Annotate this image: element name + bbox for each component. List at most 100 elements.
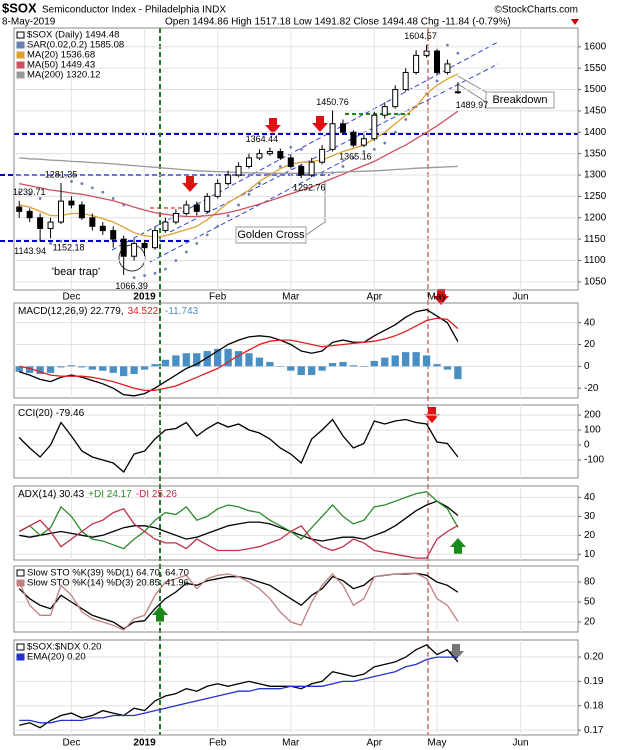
x-tick-label: Dec [63, 292, 81, 303]
up-arrow [450, 538, 466, 554]
y-tick-label: 0 [584, 361, 590, 372]
price-label: 1292.76 [293, 182, 326, 192]
panel-frame [13, 565, 579, 633]
y-tick-label: 200 [584, 410, 601, 421]
x-tick-label: Mar [282, 292, 300, 303]
price-label: 1604.57 [404, 31, 437, 41]
sar-dot [216, 224, 220, 228]
x-tick-label: May [428, 292, 447, 303]
sar-dot [278, 165, 282, 168]
y-tick-label: 20 [584, 339, 596, 350]
legend-label: -11.743 [165, 306, 199, 317]
legend-label: $SOX (Daily) 1494.48 [27, 30, 119, 41]
candle-body [110, 230, 117, 240]
legend-swatch [16, 643, 25, 651]
quote: Open 1494.86 High 1517.18 Low 1491.82 Cl… [165, 17, 511, 28]
candle-body [183, 204, 190, 214]
price-label: 1365.16 [339, 152, 372, 162]
price-label: 1239.71 [13, 187, 46, 197]
y-tick-label: 1400 [584, 127, 607, 138]
candle-body [152, 230, 158, 249]
candle-body [193, 204, 200, 212]
x-tick-label: Jun [512, 738, 528, 749]
histogram-bar [161, 359, 170, 367]
y-tick-label: 80 [584, 577, 596, 588]
panel-frame [13, 302, 579, 399]
histogram-bar [276, 366, 284, 367]
sar-dot [352, 156, 355, 160]
histogram-bar [381, 357, 389, 367]
sar-dot [143, 274, 146, 277]
candle-body [423, 50, 430, 56]
sar-dot [237, 203, 240, 207]
x-tick-label: Jun [512, 292, 528, 303]
legend-label: MA(50) 1449.43 [27, 60, 95, 71]
panel-frame [13, 27, 579, 291]
y-tick-label: 10 [584, 549, 596, 560]
price-label: 1152.18 [53, 243, 85, 253]
y-tick-label: -100 [584, 455, 604, 466]
chart-title: Semiconductor Index - Philadelphia INDX [42, 5, 226, 16]
histogram-bar [15, 366, 23, 372]
y-tick-label: 0.17 [584, 725, 604, 736]
legend-label: MA(200) 1320.12 [27, 70, 100, 81]
price-label: 1450.76 [316, 97, 349, 107]
sar-dot [446, 43, 449, 47]
sar-dot [153, 271, 157, 275]
histogram-bar [193, 353, 201, 367]
legend-label: ADX(14) 30.43 [18, 489, 85, 500]
candle-body [141, 242, 148, 249]
histogram-bar [140, 366, 149, 370]
sar-dot [184, 250, 188, 254]
sar-dot [164, 267, 167, 271]
histogram-bar [130, 366, 138, 374]
line-series [18, 491, 459, 550]
histogram-bar [349, 365, 358, 367]
histogram-bar [360, 366, 368, 367]
sar-dot [372, 147, 376, 151]
candle-body [329, 123, 336, 150]
sar-dot [393, 130, 397, 134]
panel-frame [13, 404, 579, 479]
histogram-bar [318, 366, 326, 371]
histogram-bar [433, 364, 441, 367]
histogram-bar [120, 366, 128, 377]
y-tick-label: 1300 [584, 170, 607, 181]
candle-body [454, 91, 461, 94]
sar-dot [289, 145, 293, 149]
line-series [19, 656, 458, 724]
legend-label: $SOX:$NDX 0.20 [27, 642, 101, 653]
histogram-bar [78, 366, 86, 368]
y-tick-label: 0 [584, 440, 590, 451]
histogram-bar [297, 366, 305, 376]
annotation: Breakdown [492, 94, 547, 106]
candle-body [350, 131, 357, 146]
candle-body [89, 217, 96, 227]
down-arrow [265, 118, 281, 134]
panel-frame [13, 485, 579, 561]
down-arrow [433, 289, 449, 305]
price-label: 1066.39 [115, 281, 148, 291]
candle-body [246, 157, 252, 167]
sar-dot [456, 51, 460, 55]
legend-label: CCI(20) -79.46 [18, 408, 85, 419]
pointer [457, 75, 487, 103]
y-tick-label: 1450 [584, 106, 607, 117]
candle-body [392, 89, 399, 108]
x-tick-label: 2019 [133, 738, 156, 749]
sar-dot [59, 239, 63, 243]
y-tick-label: 1350 [584, 148, 607, 159]
candle-body [162, 221, 169, 232]
histogram-bar [214, 348, 222, 367]
line-series [18, 508, 459, 559]
x-tick-label: Apr [367, 292, 383, 303]
histogram-bar [308, 366, 316, 376]
candle-body [99, 225, 106, 232]
x-tick-label: Feb [209, 292, 227, 303]
candle-body [277, 151, 284, 159]
histogram-bar [99, 366, 107, 371]
sar-dot [132, 276, 136, 280]
candle-body [298, 165, 305, 176]
candle-body [413, 54, 420, 73]
